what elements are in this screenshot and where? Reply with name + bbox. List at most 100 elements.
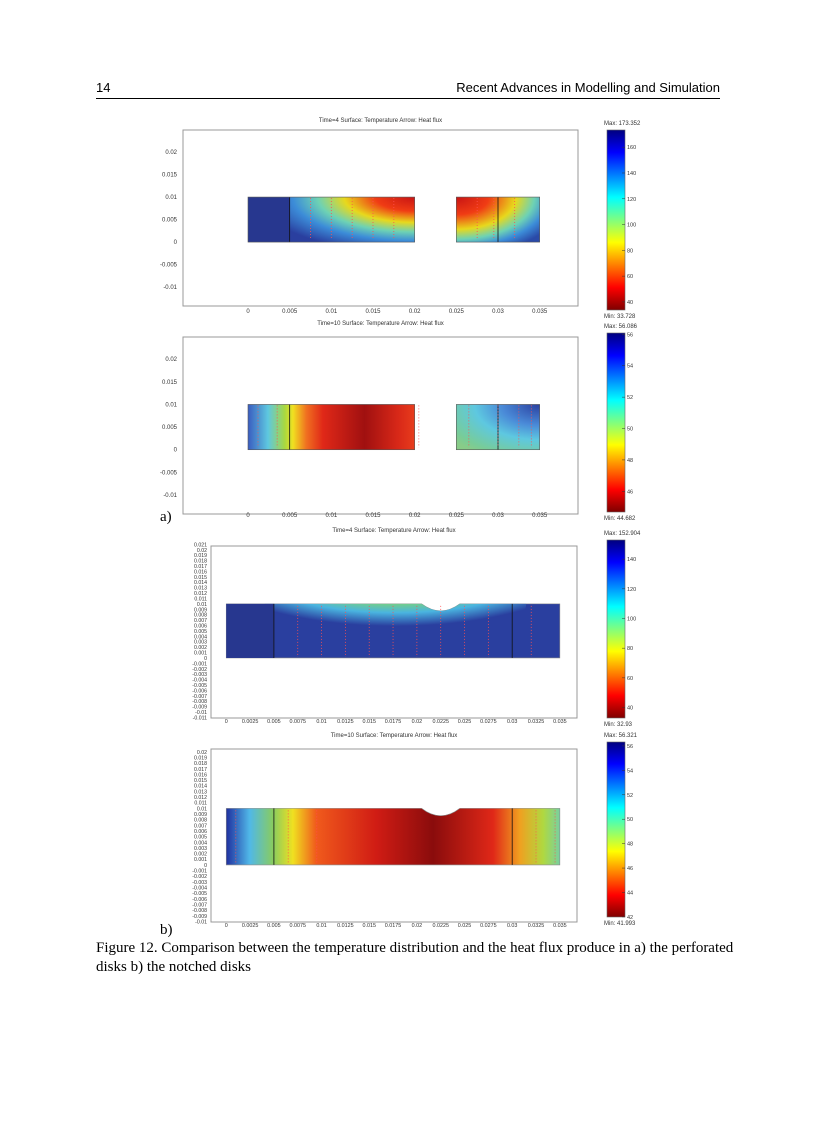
x-tick-label: 0.0275 [480, 923, 497, 929]
colorbar-min-label: Min: 44.682 [604, 516, 636, 522]
x-tick-label: 0.005 [282, 309, 298, 315]
x-tick-label: 0.015 [362, 719, 376, 725]
y-tick-label: -0.001 [192, 661, 207, 667]
y-tick-label: 0.005 [194, 835, 207, 841]
y-tick-label: 0.015 [162, 173, 178, 179]
y-tick-label: 0.015 [194, 575, 207, 581]
x-tick-label: 0.0175 [385, 719, 402, 725]
y-tick-label: 0 [204, 863, 207, 869]
y-tick-label: -0.008 [192, 699, 207, 705]
y-tick-label: 0 [174, 240, 178, 246]
colorbar-min-label: Min: 32.93 [604, 722, 633, 728]
colorbar-min-label: Min: 33.728 [604, 314, 636, 320]
y-tick-label: -0.01 [163, 493, 177, 499]
plot-title: Time=4 Surface: Temperature Arrow: Heat … [332, 528, 455, 534]
x-tick-label: 0 [225, 923, 228, 929]
y-tick-label: 0.004 [194, 634, 207, 640]
colorbar-tick-label: 56 [627, 332, 633, 338]
y-tick-label: -0.01 [195, 710, 207, 716]
colorbar-tick-label: 100 [627, 223, 636, 229]
x-tick-label: 0.0225 [432, 719, 449, 725]
subfigure-label-a: a) [160, 509, 172, 525]
colorbar-tick-label: 46 [627, 866, 633, 872]
plot-1: Time=4 Surface: Temperature Arrow: Heat … [160, 118, 641, 320]
colorbar [606, 332, 626, 513]
colorbar [606, 741, 626, 918]
x-tick-label: 0.01 [316, 923, 327, 929]
y-tick-label: -0.002 [192, 874, 207, 880]
y-tick-label: 0.01 [197, 806, 207, 812]
heat-zone [264, 603, 527, 649]
y-tick-label: -0.004 [192, 678, 207, 684]
colorbar-tick-label: 140 [627, 171, 636, 177]
y-tick-label: 0.008 [194, 818, 207, 824]
x-tick-label: 0.01 [325, 309, 337, 315]
y-tick-label: 0.016 [194, 569, 207, 575]
y-tick-label: -0.003 [192, 672, 207, 678]
y-tick-label: -0.001 [192, 869, 207, 875]
y-tick-label: -0.009 [192, 705, 207, 711]
y-tick-label: 0.007 [194, 823, 207, 829]
y-tick-label: -0.009 [192, 914, 207, 920]
y-tick-label: -0.006 [192, 897, 207, 903]
y-tick-label: 0.02 [165, 357, 177, 363]
y-tick-label: -0.005 [192, 891, 207, 897]
colorbar-min-label: Min: 41.993 [604, 921, 636, 927]
y-tick-label: -0.005 [160, 470, 178, 476]
colorbar-tick-label: 52 [627, 793, 633, 799]
y-tick-label: 0.006 [194, 624, 207, 630]
domain-outline [456, 196, 540, 243]
y-tick-label: 0.005 [162, 425, 178, 431]
x-tick-label: 0.035 [532, 513, 548, 519]
y-tick-label: 0.009 [194, 607, 207, 613]
colorbar-tick-label: 54 [627, 768, 633, 774]
domain-region [226, 603, 274, 658]
y-tick-label: 0.011 [194, 596, 207, 602]
domain-outline [247, 196, 415, 243]
y-tick-label: 0.002 [194, 852, 207, 858]
domain-outline [456, 404, 540, 451]
colorbar-tick-label: 50 [627, 817, 633, 823]
y-tick-label: 0.005 [194, 629, 207, 635]
x-tick-label: 0.0175 [385, 923, 402, 929]
colorbar-tick-label: 40 [627, 706, 633, 712]
y-tick-label: -0.007 [192, 694, 207, 700]
x-tick-label: 0.005 [267, 719, 281, 725]
x-tick-label: 0.005 [267, 923, 281, 929]
domain-region [248, 197, 290, 243]
plot-4: Time=10 Surface: Temperature Arrow: Heat… [192, 733, 637, 929]
x-tick-label: 0.0275 [480, 719, 497, 725]
header-rule [96, 98, 720, 99]
page-number: 14 [96, 80, 111, 95]
x-tick-label: 0.03 [492, 513, 504, 519]
x-tick-label: 0.02 [409, 513, 421, 519]
y-tick-label: 0.012 [194, 795, 207, 801]
y-tick-label: -0.003 [192, 880, 207, 886]
x-tick-label: 0.035 [553, 923, 567, 929]
y-tick-label: 0.006 [194, 829, 207, 835]
domain-outline [247, 404, 415, 451]
y-tick-label: 0.014 [194, 784, 207, 790]
y-tick-label: 0.001 [194, 857, 207, 863]
x-tick-label: 0.01 [316, 719, 327, 725]
colorbar-tick-label: 54 [627, 364, 633, 370]
subfigure-label-b: b) [160, 922, 173, 938]
y-tick-label: 0.013 [194, 586, 207, 592]
x-tick-label: 0.02 [412, 923, 423, 929]
colorbar [606, 129, 626, 311]
y-tick-label: 0.013 [194, 789, 207, 795]
x-tick-label: 0.0025 [242, 719, 259, 725]
x-tick-label: 0.0025 [242, 923, 259, 929]
x-tick-label: 0.035 [532, 309, 548, 315]
x-tick-label: 0.02 [409, 309, 421, 315]
x-tick-label: 0 [225, 719, 228, 725]
colorbar-max-label: Max: 56.086 [604, 324, 638, 330]
y-tick-label: -0.01 [163, 285, 177, 291]
x-tick-label: 0.03 [507, 719, 518, 725]
colorbar-tick-label: 100 [627, 616, 636, 622]
y-tick-label: 0.017 [194, 767, 207, 773]
x-tick-label: 0.025 [458, 923, 472, 929]
figure-caption: Figure 12. Comparison between the temper… [96, 940, 734, 975]
y-tick-label: -0.002 [192, 667, 207, 673]
